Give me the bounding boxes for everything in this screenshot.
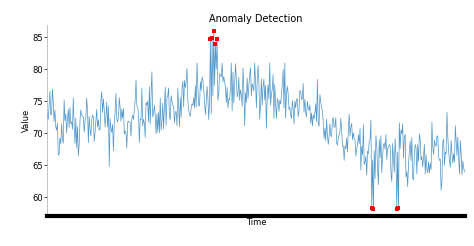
Point [370,207,377,211]
Point [395,206,402,210]
Point [368,206,375,210]
X-axis label: Time: Time [246,218,266,227]
Title: Anomaly Detection: Anomaly Detection [209,14,303,24]
Y-axis label: Value: Value [22,109,31,132]
Point [207,37,214,41]
Point [210,29,218,33]
Point [208,36,216,40]
Point [393,207,401,211]
Point [213,37,221,41]
Point [211,42,219,46]
